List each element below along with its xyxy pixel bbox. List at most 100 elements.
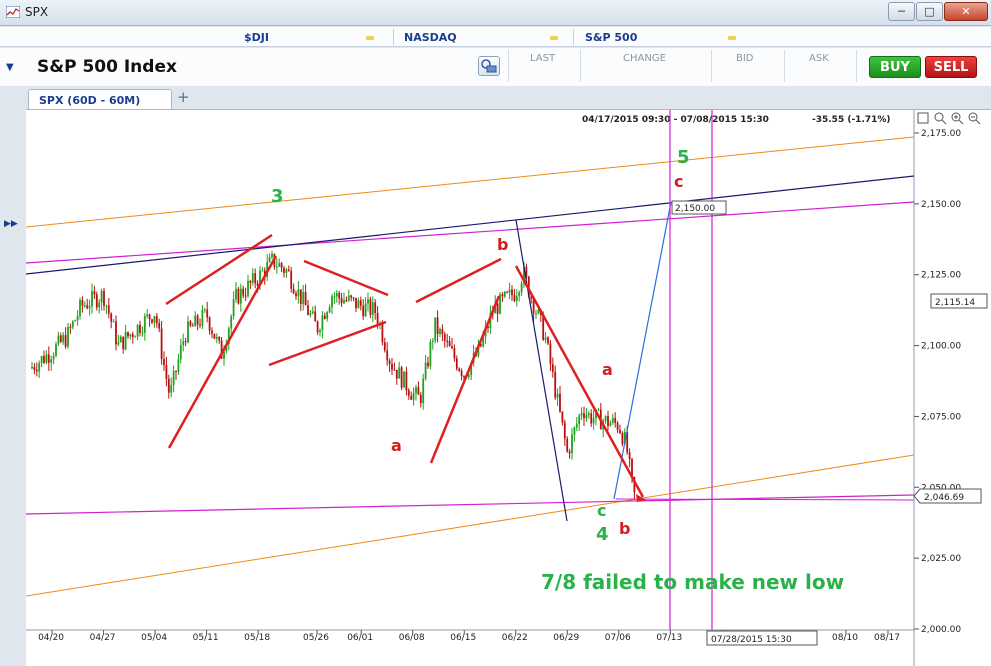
candle-body [347,295,350,301]
candle-body [458,368,461,371]
quote-change-header: CHANGE [623,53,666,64]
candle-body [551,364,554,372]
candle-body [410,395,413,400]
candle-body [79,300,81,316]
close-icon: ✕ [961,5,971,18]
fit-icon[interactable] [917,112,929,124]
wave-label: b [619,519,630,538]
ticker-sp500[interactable]: S&P 500 [585,31,638,44]
candle-body [81,300,84,306]
candle-body [614,417,617,424]
candle-body [86,305,89,309]
candle-body [400,367,403,388]
candle-body [568,451,571,454]
candle-body [287,269,290,271]
candle-body [71,321,74,328]
candle-body [242,288,245,296]
candle-body [115,321,117,345]
buy-button[interactable]: BUY [869,56,921,78]
candle-body [64,335,67,347]
candle-body [520,283,523,293]
candle-body [585,414,588,419]
candle-body [271,253,273,258]
candle-body [616,423,619,430]
candle-body [127,332,129,337]
ticker-dji[interactable]: $DJI [244,31,269,44]
candle-body [559,393,561,412]
x-tick-label: 05/04 [141,633,167,643]
y-tick-label: 2,175.00 [921,129,961,139]
candle-body [448,341,451,347]
candle-body [441,329,444,335]
candle-body [463,376,465,378]
candle-body [518,292,521,297]
candle-body [405,371,408,391]
zoom-in-icon[interactable] [951,112,964,125]
candle-body [52,355,55,360]
candle-body [117,342,120,345]
wave-line [167,255,278,449]
ticker-flag-icon [366,36,374,40]
collapse-arrow-icon[interactable]: ▼ [6,62,14,73]
candle-body [59,335,62,342]
candle-body [76,315,79,321]
candle-body [283,267,285,273]
chart-panel: 04/17/2015 09:30 - 07/08/2015 15:30 -35.… [26,109,991,666]
candle-body [549,343,552,365]
candle-body [393,369,396,371]
candle-body [155,316,158,324]
x-tick-label: 04/27 [90,633,116,643]
candle-body [381,323,384,343]
tab-spx[interactable]: SPX (60D - 60M) [28,89,172,110]
candle-body [343,300,345,304]
quote-bid-header: BID [736,53,754,64]
candle-body [609,422,612,426]
candle-body [136,324,139,337]
candle-body [249,280,252,283]
candle-body [146,314,149,317]
candle-body [208,317,211,331]
candle-body [153,316,156,323]
candle-body [91,291,93,307]
maximize-button[interactable]: □ [916,2,943,21]
candle-body [460,370,463,377]
candle-body [100,290,103,303]
date-flag: 07/28/2015 15:30 [706,630,818,646]
sell-button[interactable]: SELL [925,56,977,78]
zoom-out-icon[interactable] [968,112,981,125]
candle-body [412,393,415,400]
candle-body [45,354,48,363]
candle-body [203,309,206,311]
add-tab-icon[interactable]: + [177,88,190,106]
ticker-nasdaq[interactable]: NASDAQ [404,31,457,44]
candle-body [40,356,43,363]
candle-body [244,295,247,297]
candle-body [206,309,209,318]
candle-body [525,266,528,277]
candle-body [407,390,410,396]
candle-body [362,305,365,317]
candle-body [187,321,189,343]
candle-body [376,312,379,324]
x-tick-label: 07/06 [605,633,631,643]
price-chart[interactable]: 04/17/2015 09:30 - 07/08/2015 15:30 -35.… [26,110,991,666]
candle-body [345,300,348,302]
close-button[interactable]: ✕ [944,2,988,21]
candle-body [124,332,127,350]
candle-body [340,298,343,304]
candle-body [590,413,593,424]
candle-body [451,346,453,349]
candle-body [163,359,165,366]
quote-last-header: LAST [530,53,556,64]
candle-body [604,416,607,422]
wave-label: a [391,436,402,455]
svg-text:07/28/2015 15:30: 07/28/2015 15:30 [711,635,792,645]
candle-body [143,316,146,333]
expand-panel-icon[interactable]: ▶▶ [4,219,18,229]
link-settings-button[interactable] [478,56,500,76]
x-tick-label: 05/26 [303,633,329,643]
candle-body [388,360,391,364]
candle-body [537,310,540,314]
minimize-button[interactable]: ─ [888,2,915,21]
zoom-icon[interactable] [934,112,947,125]
